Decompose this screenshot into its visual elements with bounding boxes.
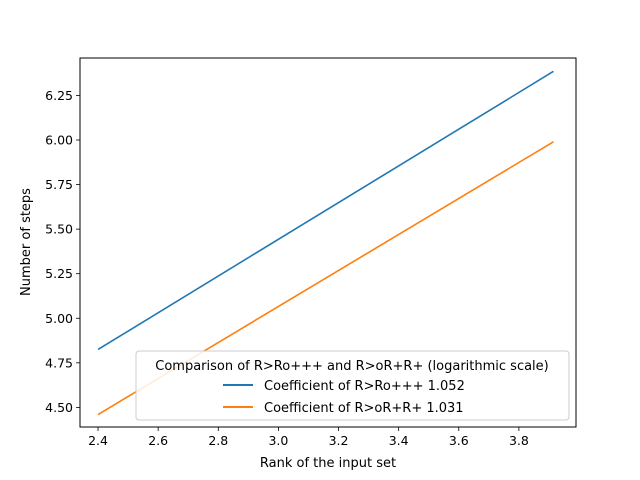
legend-box bbox=[135, 350, 570, 421]
x-tick-label: 2.4 bbox=[88, 433, 108, 448]
x-axis-label: Rank of the input set bbox=[260, 456, 396, 471]
y-axis-label: Number of steps bbox=[19, 188, 34, 296]
y-tick-label: 5.00 bbox=[45, 311, 73, 326]
legend-title: Comparison of R>Ro+++ and R>oR+R+ (logar… bbox=[155, 359, 549, 374]
legend-label-series-2: Coefficient of R>oR+R+ 1.031 bbox=[264, 401, 464, 416]
y-tick-label: 4.50 bbox=[45, 400, 73, 415]
y-axis-ticks: 4.50 4.75 5.00 5.25 5.50 5.75 6.00 6.25 bbox=[45, 88, 80, 415]
x-tick-label: 3.4 bbox=[389, 433, 409, 448]
x-tick-label: 2.6 bbox=[148, 433, 168, 448]
x-axis-ticks: 2.4 2.6 2.8 3.0 3.2 3.4 3.6 3.8 bbox=[88, 427, 529, 448]
legend-label-series-1: Coefficient of R>Ro+++ 1.052 bbox=[264, 379, 465, 394]
series-line-1 bbox=[97, 70, 554, 351]
legend: Comparison of R>Ro+++ and R>oR+R+ (logar… bbox=[135, 350, 570, 421]
x-tick-label: 3.2 bbox=[329, 433, 349, 448]
y-tick-label: 4.75 bbox=[45, 355, 73, 370]
y-tick-label: 6.25 bbox=[45, 88, 73, 103]
y-tick-label: 5.75 bbox=[45, 177, 73, 192]
x-tick-label: 3.8 bbox=[509, 433, 529, 448]
y-tick-label: 5.25 bbox=[45, 266, 73, 281]
y-tick-label: 5.50 bbox=[45, 222, 73, 237]
x-tick-label: 3.0 bbox=[268, 433, 288, 448]
y-tick-label: 6.00 bbox=[45, 133, 73, 148]
x-tick-label: 3.6 bbox=[449, 433, 469, 448]
x-tick-label: 2.8 bbox=[208, 433, 228, 448]
